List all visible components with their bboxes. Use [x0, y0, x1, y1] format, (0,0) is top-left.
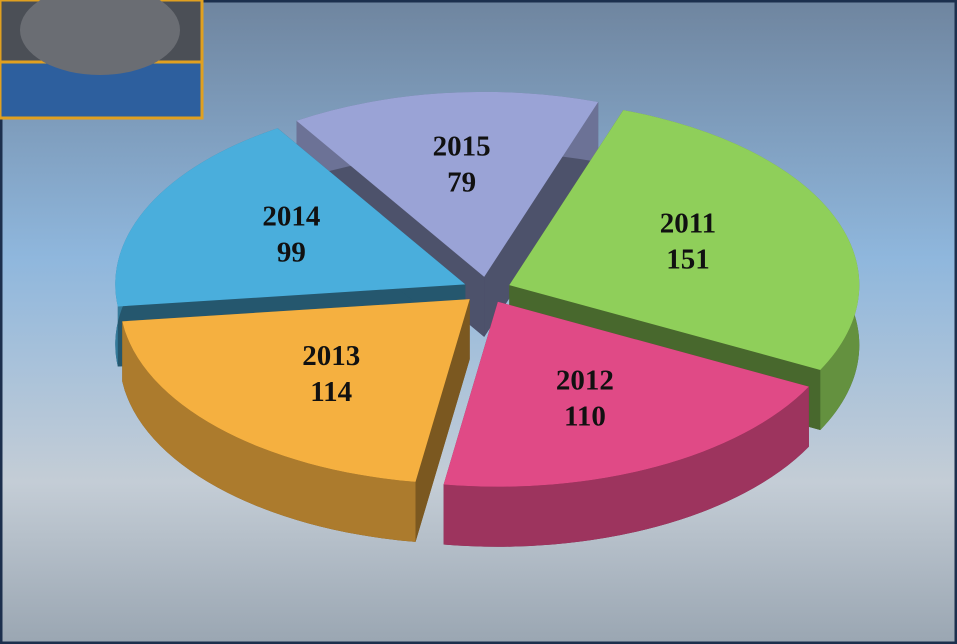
slice-category-label: 2012 [556, 364, 614, 396]
chart: 2015 79 2014 99 2011 151 2013 114 2012 110 [0, 0, 957, 644]
slice-category-label: 2011 [660, 207, 716, 239]
slice-value-label: 99 [277, 236, 306, 268]
slice-category-label: 2014 [262, 200, 320, 232]
page: 201579201499201115120131142012110 (() =>… [0, 0, 957, 644]
webcam-overlay [0, 0, 202, 118]
slice-value-label: 114 [310, 376, 352, 408]
slice-value-label: 110 [564, 400, 606, 432]
pie: 2015 79 2014 99 2011 151 2013 114 2012 110 [115, 92, 859, 547]
slice-category-label: 2015 [433, 130, 491, 162]
slice-category-label: 2013 [302, 340, 360, 372]
slice-value-label: 79 [447, 166, 476, 198]
slice-value-label: 151 [666, 243, 710, 275]
